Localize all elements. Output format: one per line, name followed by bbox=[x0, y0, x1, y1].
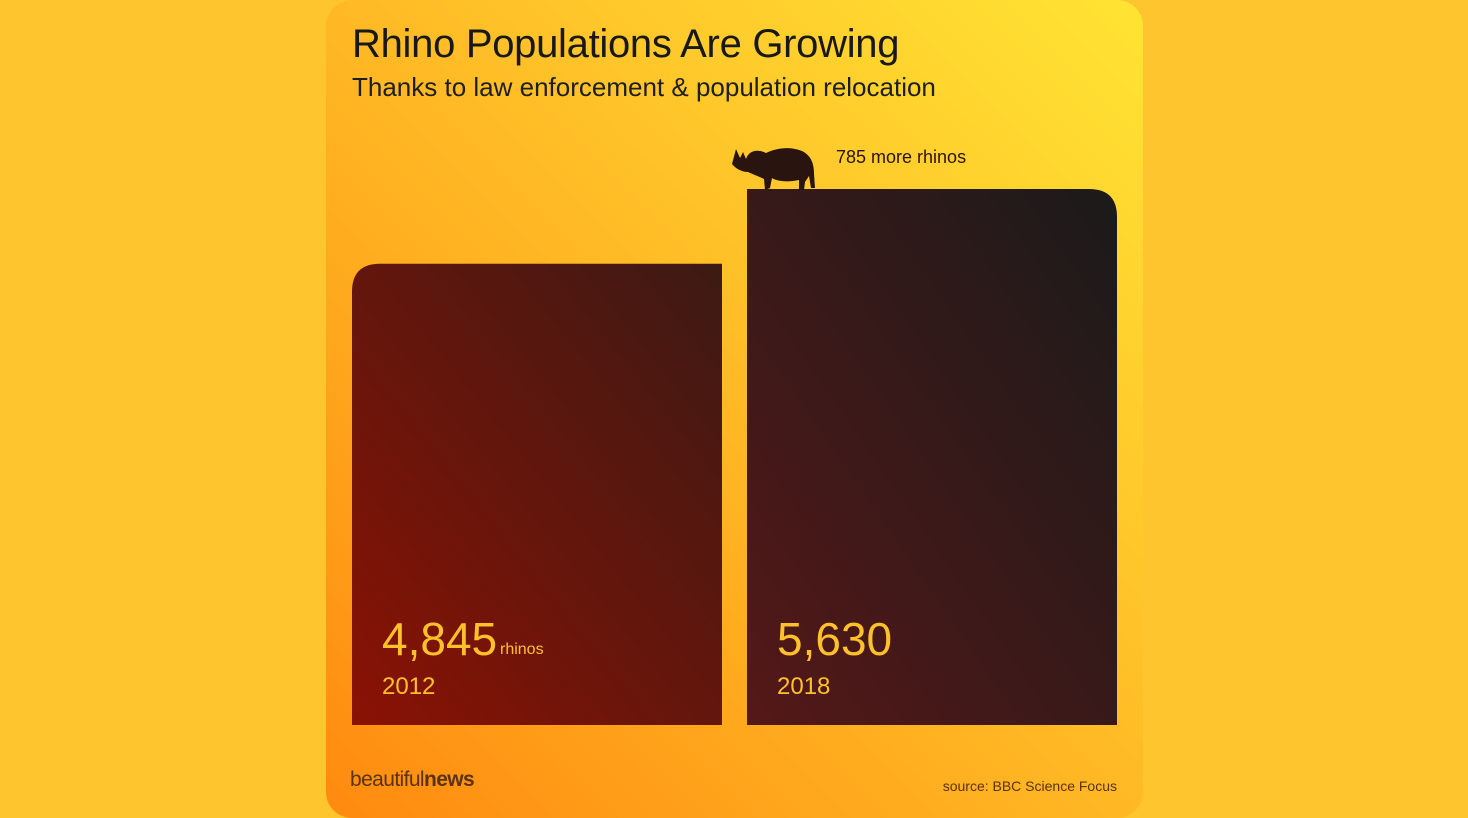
bar-2018 bbox=[747, 189, 1117, 725]
infographic-card: Rhino Populations Are Growing Thanks to … bbox=[326, 0, 1143, 818]
category-label-2018: 2018 bbox=[777, 673, 830, 700]
bar-chart: 4,845 rhinos 2012 5,630 2018 785 more rhinos bbox=[352, 147, 1117, 725]
value-label-2012: 4,845 bbox=[382, 613, 497, 665]
value-label-2018: 5,630 bbox=[777, 613, 892, 665]
annotation-label: 785 more rhinos bbox=[836, 147, 966, 167]
category-label-2012: 2012 bbox=[382, 673, 435, 700]
chart-title: Rhino Populations Are Growing bbox=[352, 22, 900, 66]
source-note: source: BBC Science Focus bbox=[942, 778, 1117, 794]
brand-bold: news bbox=[424, 768, 475, 791]
rhino-icon bbox=[732, 148, 815, 190]
brand-light: beautiful bbox=[350, 768, 425, 791]
bar-2012 bbox=[352, 263, 722, 725]
chart-subtitle: Thanks to law enforcement & population r… bbox=[352, 72, 936, 102]
unit-label: rhinos bbox=[500, 641, 544, 658]
brand-logo: beautifulnews bbox=[350, 768, 475, 792]
